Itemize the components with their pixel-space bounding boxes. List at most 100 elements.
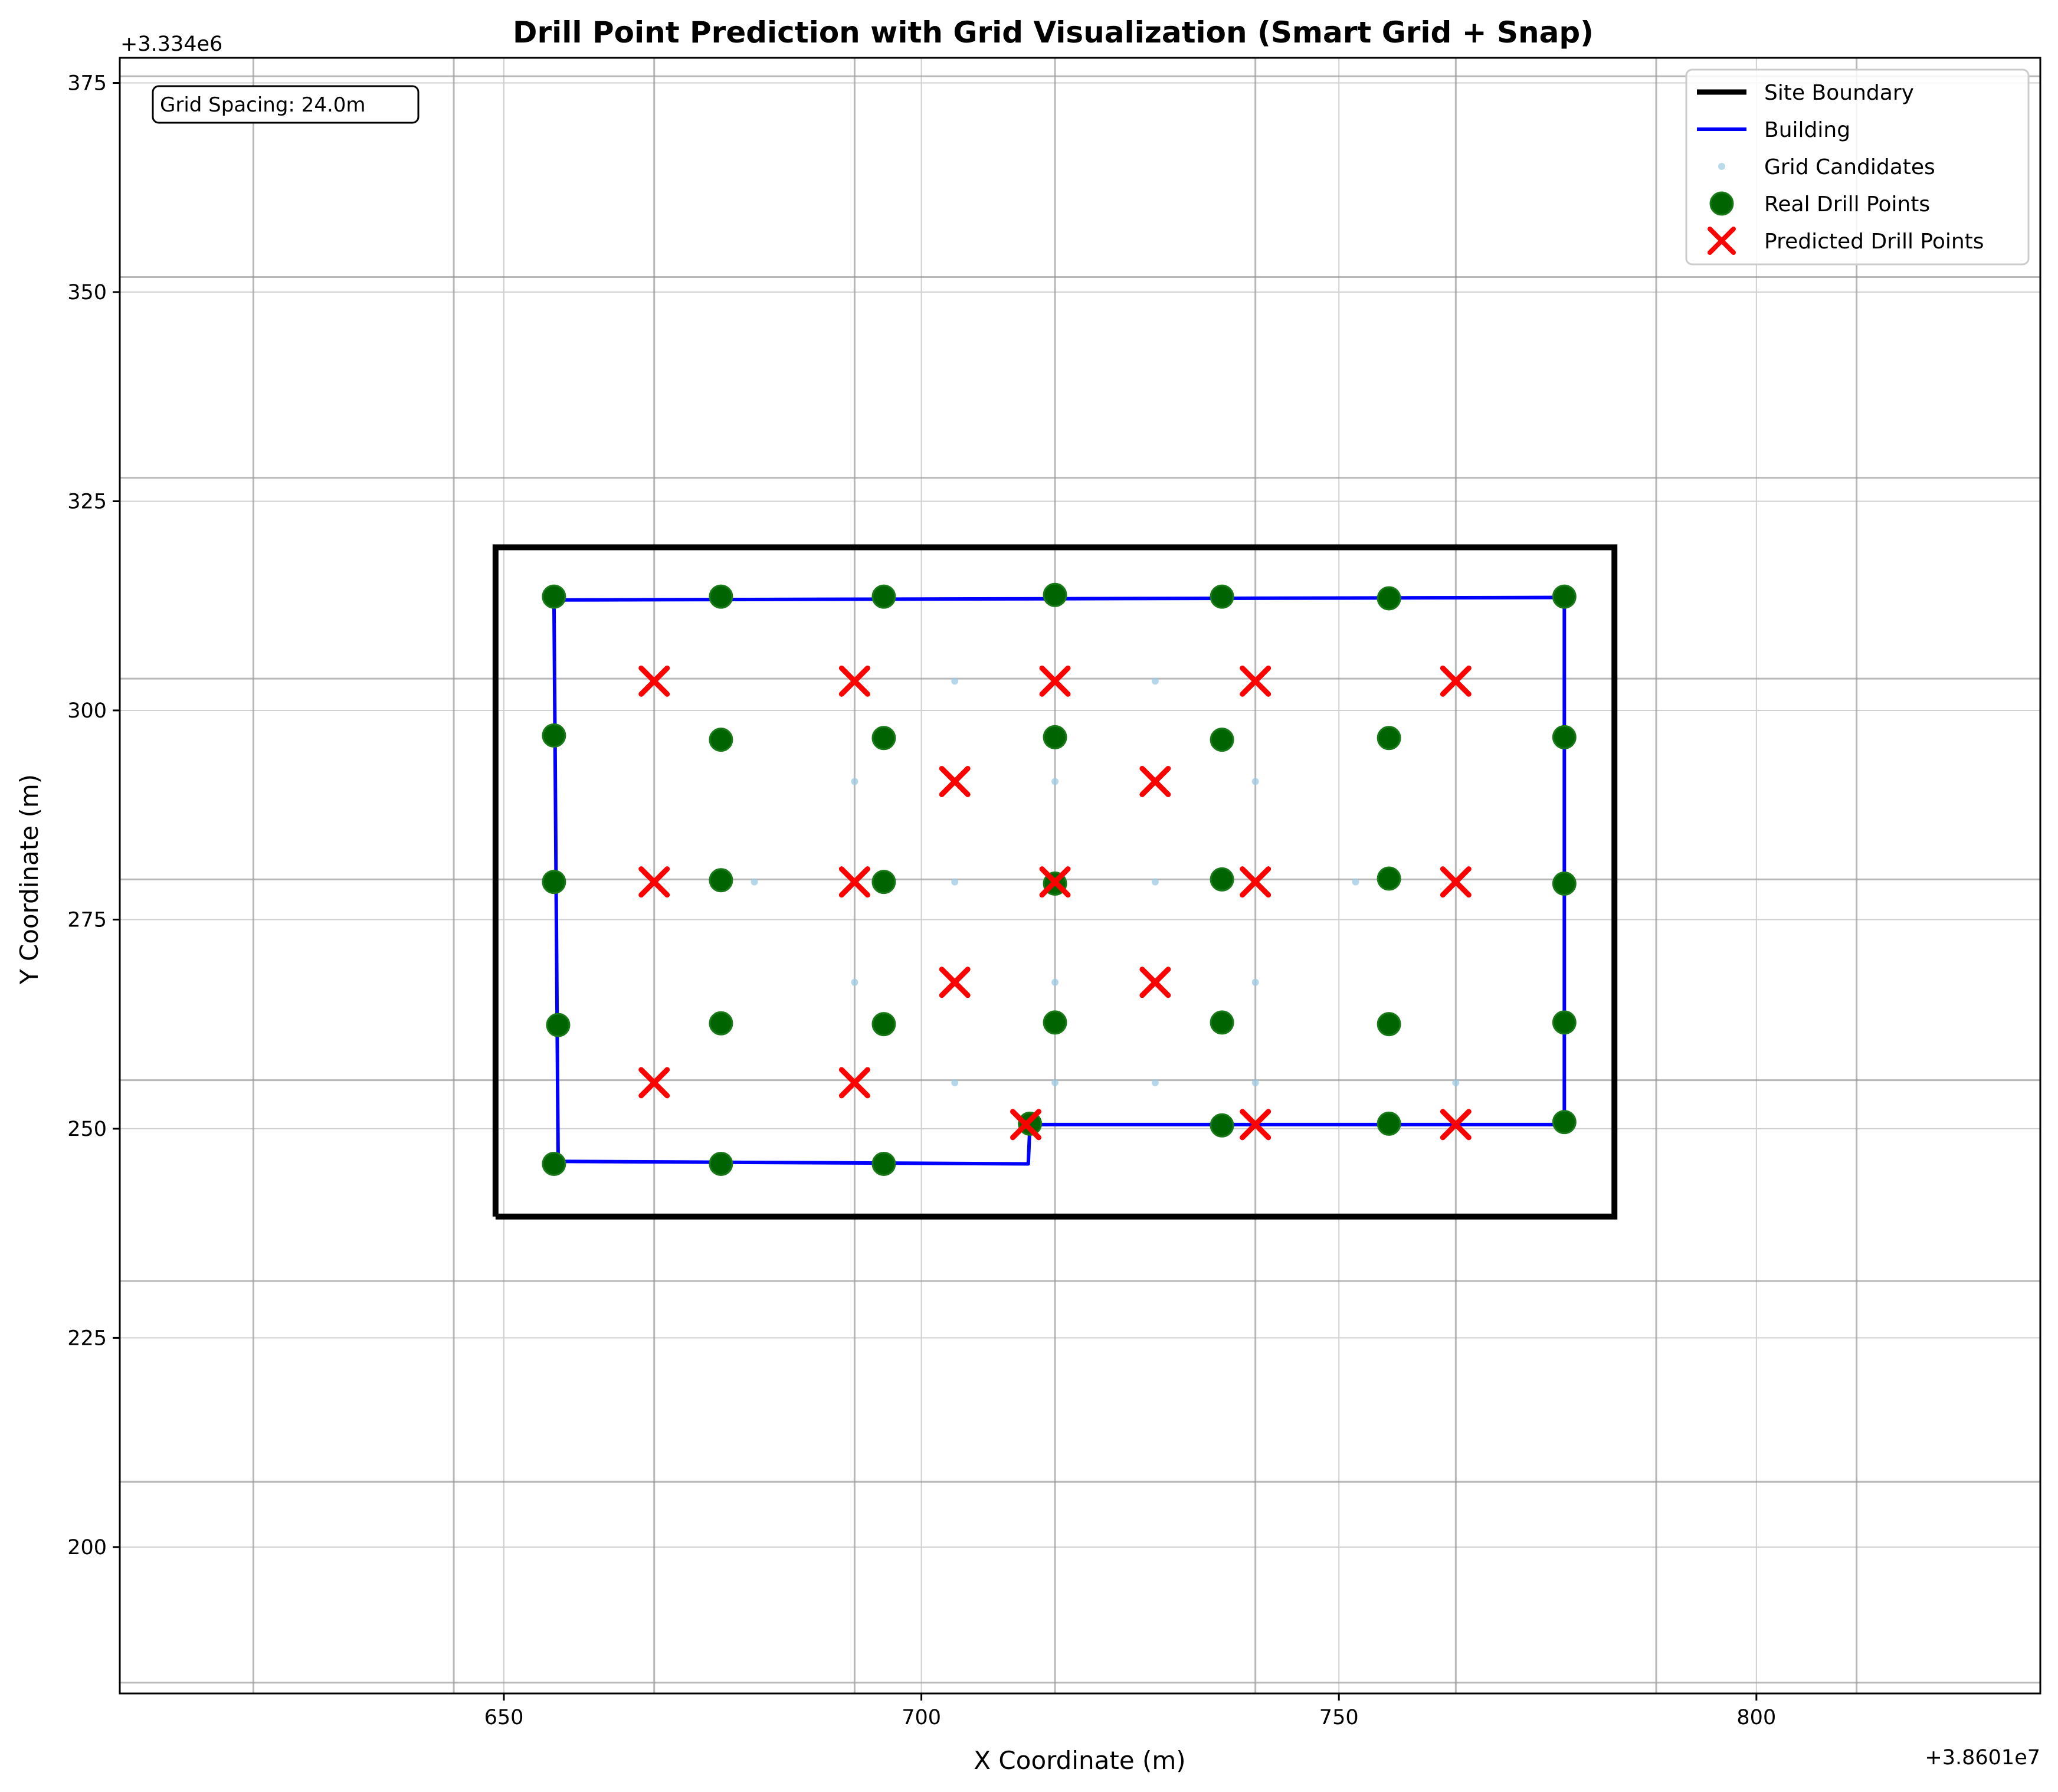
grid-candidate-point bbox=[751, 878, 758, 886]
series-layer bbox=[492, 544, 1618, 1220]
real-drill-point bbox=[709, 584, 733, 609]
x-tick-label: 700 bbox=[902, 1706, 941, 1729]
predicted-drill-point bbox=[838, 1067, 870, 1099]
real-drill-point bbox=[546, 1013, 571, 1037]
real-drill-point bbox=[871, 584, 896, 609]
predicted-drill-point bbox=[1010, 1109, 1042, 1141]
grid-candidate-point bbox=[1051, 1079, 1059, 1086]
real-drill-point bbox=[1552, 584, 1577, 609]
predicted-drill-point bbox=[1039, 866, 1071, 898]
predicted-marker-stroke bbox=[1010, 1109, 1042, 1141]
grid-candidate-point bbox=[851, 978, 858, 986]
x-axis-ticks: 650 700 750 800 bbox=[484, 1693, 1776, 1729]
legend-site-boundary-label: Site Boundary bbox=[1764, 81, 1914, 105]
legend-predicted-drill-points-swatch bbox=[1708, 227, 1736, 255]
real-drill-point bbox=[1043, 582, 1067, 607]
grid-candidate-point bbox=[1051, 778, 1059, 785]
real-drill-point bbox=[709, 728, 733, 752]
predicted-drill-point bbox=[1240, 866, 1271, 898]
predicted-marker-stroke bbox=[1039, 665, 1071, 697]
real-drill-point bbox=[709, 868, 733, 893]
y-axis-ticks: 200 225 250 275 300 325 350 375 bbox=[67, 72, 120, 1560]
y-axis-label: Y Coordinate (m) bbox=[15, 774, 44, 985]
real-drill-point bbox=[1552, 1010, 1577, 1035]
real-drill-point bbox=[1552, 1110, 1577, 1135]
y-tick-label: 350 bbox=[67, 281, 107, 304]
predicted-marker-stroke bbox=[638, 866, 670, 898]
predicted-marker-stroke bbox=[838, 866, 870, 898]
grid-candidate-point bbox=[1251, 778, 1259, 785]
real-drill-point bbox=[871, 1012, 896, 1037]
legend-grid-candidates-swatch bbox=[1718, 163, 1725, 170]
predicted-drill-point bbox=[638, 665, 670, 697]
grid-candidate-point bbox=[951, 878, 959, 886]
legend-frame bbox=[1685, 68, 2030, 266]
predicted-marker-stroke bbox=[838, 1067, 870, 1099]
predicted-marker-stroke bbox=[1139, 765, 1171, 797]
predicted-marker-stroke bbox=[1240, 866, 1271, 898]
predicted-marker-stroke bbox=[1139, 967, 1171, 998]
predicted-marker-stroke bbox=[638, 665, 670, 697]
real-drill-point bbox=[709, 1151, 733, 1176]
predicted-drill-point bbox=[939, 967, 971, 998]
legend-building-label: Building bbox=[1764, 118, 1850, 142]
predicted-marker-stroke bbox=[1440, 1109, 1472, 1141]
y-tick-label: 250 bbox=[67, 1118, 107, 1141]
predicted-marker-stroke bbox=[939, 765, 971, 797]
grid-candidate-point bbox=[851, 778, 858, 785]
predicted-drill-point bbox=[1440, 665, 1472, 697]
plot-area bbox=[119, 57, 2041, 1695]
grid-candidate-point bbox=[1151, 677, 1159, 685]
predicted-drill-point bbox=[1240, 665, 1271, 697]
major-grid bbox=[120, 58, 2040, 1693]
predicted-drill-point bbox=[1139, 765, 1171, 797]
annotation-text: Grid Spacing: 24.0m bbox=[160, 93, 366, 117]
real-drill-point bbox=[1377, 1111, 1401, 1136]
real-drill-point bbox=[871, 1151, 896, 1176]
predicted-marker-stroke bbox=[1240, 665, 1271, 697]
real-drill-point bbox=[542, 723, 566, 748]
predicted-drill-point bbox=[1039, 665, 1071, 697]
predicted-drill-point bbox=[638, 866, 670, 898]
real-drill-point bbox=[871, 726, 896, 751]
legend-predicted-drill-points-label: Predicted Drill Points bbox=[1764, 230, 1984, 254]
real-drill-point bbox=[1210, 1010, 1234, 1035]
real-drill-point bbox=[1210, 728, 1234, 752]
real-drill-point bbox=[871, 870, 896, 895]
y-tick-label: 375 bbox=[67, 72, 107, 96]
real-drill-point bbox=[1210, 867, 1234, 892]
predicted-drill-point bbox=[1440, 866, 1472, 898]
real-drill-point bbox=[1043, 1010, 1067, 1035]
predicted-marker-stroke bbox=[638, 1067, 670, 1099]
y-tick-label: 275 bbox=[67, 908, 107, 932]
y-tick-label: 200 bbox=[67, 1536, 107, 1560]
grid-candidate-point bbox=[1251, 978, 1259, 986]
grid-candidate-point bbox=[1151, 1079, 1159, 1086]
real-drill-point bbox=[1377, 586, 1401, 611]
grid-candidate-point bbox=[951, 677, 959, 685]
x-tick-label: 650 bbox=[484, 1706, 524, 1729]
predicted-drill-point bbox=[1440, 1109, 1472, 1141]
grid-candidate-point bbox=[1452, 1079, 1460, 1086]
real-drill-point bbox=[542, 1151, 566, 1176]
predicted-drill-point bbox=[1139, 967, 1171, 998]
real-drill-point bbox=[1210, 1113, 1234, 1138]
predicted-marker-stroke bbox=[838, 665, 870, 697]
real-drill-point bbox=[1210, 584, 1234, 609]
predicted-marker-stroke bbox=[1440, 866, 1472, 898]
legend-real-drill-points-label: Real Drill Points bbox=[1764, 192, 1930, 217]
x-tick-label: 800 bbox=[1736, 1706, 1776, 1729]
y-tick-label: 225 bbox=[67, 1326, 107, 1350]
y-tick-label: 300 bbox=[67, 699, 107, 723]
grid-candidate-point bbox=[1051, 978, 1059, 986]
plot-frame bbox=[119, 57, 2041, 1695]
real-drill-point bbox=[1552, 725, 1577, 749]
legend-grid-candidates-label: Grid Candidates bbox=[1764, 155, 1935, 179]
real-drill-point bbox=[1377, 726, 1401, 751]
real-drill-point bbox=[1377, 1012, 1401, 1037]
x-axis-label: X Coordinate (m) bbox=[974, 1746, 1185, 1775]
real-drill-point bbox=[542, 584, 566, 609]
grid-spacing-annotation: Grid Spacing: 24.0m bbox=[152, 85, 420, 124]
